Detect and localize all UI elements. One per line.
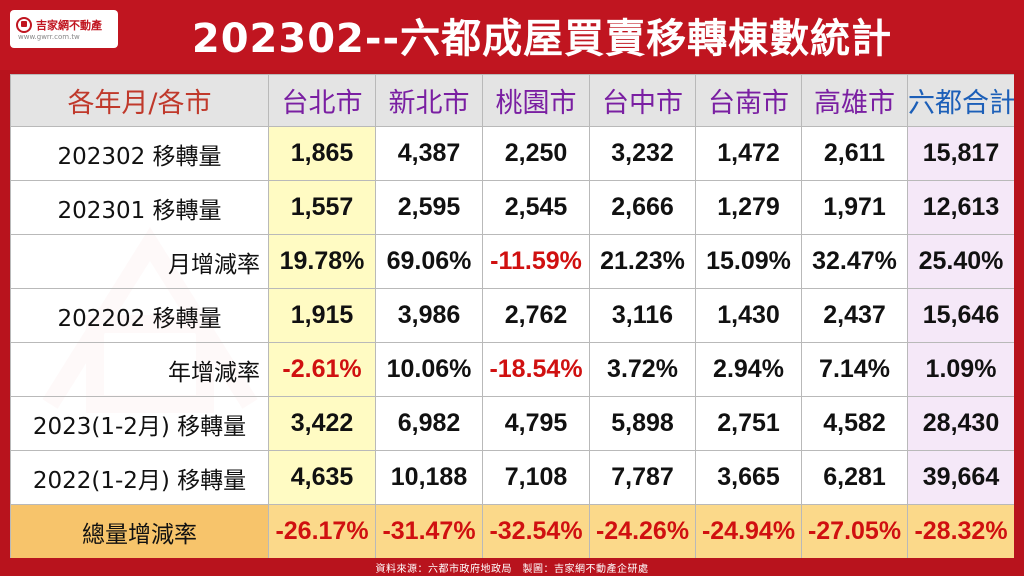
table-cell: 2,762 <box>482 288 590 343</box>
table-cell: 1,279 <box>695 180 802 235</box>
table-cell: 3,232 <box>589 126 696 181</box>
column-header-period: 各年月/各市 <box>10 74 269 127</box>
table-cell: 12,613 <box>907 180 1014 235</box>
table-cell: 69.06% <box>375 234 483 289</box>
table-cell: 2,250 <box>482 126 590 181</box>
table-cell: 2,437 <box>801 288 908 343</box>
table-cell: -2.61% <box>268 342 376 397</box>
column-header-total: 六都合計 <box>907 74 1014 127</box>
table-cell: 10,188 <box>375 450 483 505</box>
table-cell: -26.17% <box>268 504 376 558</box>
row-label: 月增減率 <box>10 234 269 289</box>
data-table-container: 各年月/各市 台北市 新北市 桃園市 台中市 台南市 高雄市 六都合計 202302 移轉量 1… <box>10 74 1014 558</box>
table-cell: 2,595 <box>375 180 483 235</box>
table-cell: 4,387 <box>375 126 483 181</box>
table-cell: 1,472 <box>695 126 802 181</box>
table-cell: 3,116 <box>589 288 696 343</box>
table-row: 年增減率 -2.61% 10.06% -18.54% 3.72% 2.94% 7.14% 1.… <box>10 342 1014 397</box>
table-cell: 4,582 <box>801 396 908 451</box>
table-cell: 25.40% <box>907 234 1014 289</box>
table-cell: 7,787 <box>589 450 696 505</box>
table-cell: 2,666 <box>589 180 696 235</box>
table-cell: 21.23% <box>589 234 696 289</box>
row-label: 202301 移轉量 <box>10 180 269 235</box>
row-label: 202302 移轉量 <box>10 126 269 181</box>
row-label: 總量增減率 <box>10 504 269 558</box>
table-cell: 2,545 <box>482 180 590 235</box>
table-cell: 15,646 <box>907 288 1014 343</box>
table-cell: 32.47% <box>801 234 908 289</box>
table-cell: 7.14% <box>801 342 908 397</box>
table-cell: 4,635 <box>268 450 376 505</box>
table-cell: 6,281 <box>801 450 908 505</box>
table-cell: 39,664 <box>907 450 1014 505</box>
table-cell: 15,817 <box>907 126 1014 181</box>
table-cell: 3,986 <box>375 288 483 343</box>
table-cell: -31.47% <box>375 504 483 558</box>
table-cell: 19.78% <box>268 234 376 289</box>
logo-name: 吉家網不動產 <box>36 19 102 32</box>
table-row: 2023(1-2月) 移轉量 3,422 6,982 4,795 5,898 2,751 4… <box>10 396 1014 451</box>
house-logo-icon <box>16 17 32 33</box>
table-cell: 6,982 <box>375 396 483 451</box>
column-header-city: 台南市 <box>695 74 802 127</box>
table-header-row: 各年月/各市 台北市 新北市 桃園市 台中市 台南市 高雄市 六都合計 <box>10 74 1014 127</box>
table-cell: 4,795 <box>482 396 590 451</box>
table-row: 202302 移轉量 1,865 4,387 2,250 3,232 1,472 2,611… <box>10 126 1014 181</box>
table-cell: -32.54% <box>482 504 590 558</box>
table-cell: 7,108 <box>482 450 590 505</box>
table-row: 總量增減率 -26.17% -31.47% -32.54% -24.26% -24.94%… <box>10 504 1014 558</box>
table-row: 2022(1-2月) 移轉量 4,635 10,188 7,108 7,787 3,665… <box>10 450 1014 505</box>
table-cell: 2,751 <box>695 396 802 451</box>
table-cell: 10.06% <box>375 342 483 397</box>
brand-logo: 吉家網不動產 www.gwrr.com.tw <box>10 10 118 48</box>
table-cell: 2,611 <box>801 126 908 181</box>
row-label: 2023(1-2月) 移轉量 <box>10 396 269 451</box>
table-cell: -24.94% <box>695 504 802 558</box>
column-header-city: 高雄市 <box>801 74 908 127</box>
table-cell: 1.09% <box>907 342 1014 397</box>
row-label: 202202 移轉量 <box>10 288 269 343</box>
table-cell: 1,915 <box>268 288 376 343</box>
title-bar: 吉家網不動產 www.gwrr.com.tw 202302--六都成屋買賣移轉棟… <box>0 0 1024 70</box>
table-cell: 3,665 <box>695 450 802 505</box>
table-cell: -24.26% <box>589 504 696 558</box>
table-row: 202301 移轉量 1,557 2,595 2,545 2,666 1,279 1,971… <box>10 180 1014 235</box>
table-row: 月增減率 19.78% 69.06% -11.59% 21.23% 15.09% 32.47… <box>10 234 1014 289</box>
table-cell: -28.32% <box>907 504 1014 558</box>
table-cell: -27.05% <box>801 504 908 558</box>
table-cell: 28,430 <box>907 396 1014 451</box>
chart-title: 202302--六都成屋買賣移轉棟數統計 <box>191 16 893 62</box>
table-row: 202202 移轉量 1,915 3,986 2,762 3,116 1,430 2,437… <box>10 288 1014 343</box>
column-header-city: 台中市 <box>589 74 696 127</box>
table-cell: 2.94% <box>695 342 802 397</box>
table-cell: 15.09% <box>695 234 802 289</box>
data-table: 各年月/各市 台北市 新北市 桃園市 台中市 台南市 高雄市 六都合計 202302 移轉量 1… <box>10 74 1014 558</box>
row-label: 年增減率 <box>10 342 269 397</box>
table-cell: 1,430 <box>695 288 802 343</box>
table-cell: 1,971 <box>801 180 908 235</box>
column-header-city: 新北市 <box>375 74 483 127</box>
row-label: 2022(1-2月) 移轉量 <box>10 450 269 505</box>
table-cell: -18.54% <box>482 342 590 397</box>
table-cell: 1,865 <box>268 126 376 181</box>
table-cell: 3.72% <box>589 342 696 397</box>
column-header-city: 台北市 <box>268 74 376 127</box>
table-cell: 5,898 <box>589 396 696 451</box>
source-footer: 資料來源：六都市政府地政局 製圖：吉家網不動產企研處 <box>375 563 649 575</box>
logo-url: www.gwrr.com.tw <box>18 33 80 41</box>
table-cell: -11.59% <box>482 234 590 289</box>
column-header-city: 桃園市 <box>482 74 590 127</box>
table-cell: 3,422 <box>268 396 376 451</box>
table-cell: 1,557 <box>268 180 376 235</box>
